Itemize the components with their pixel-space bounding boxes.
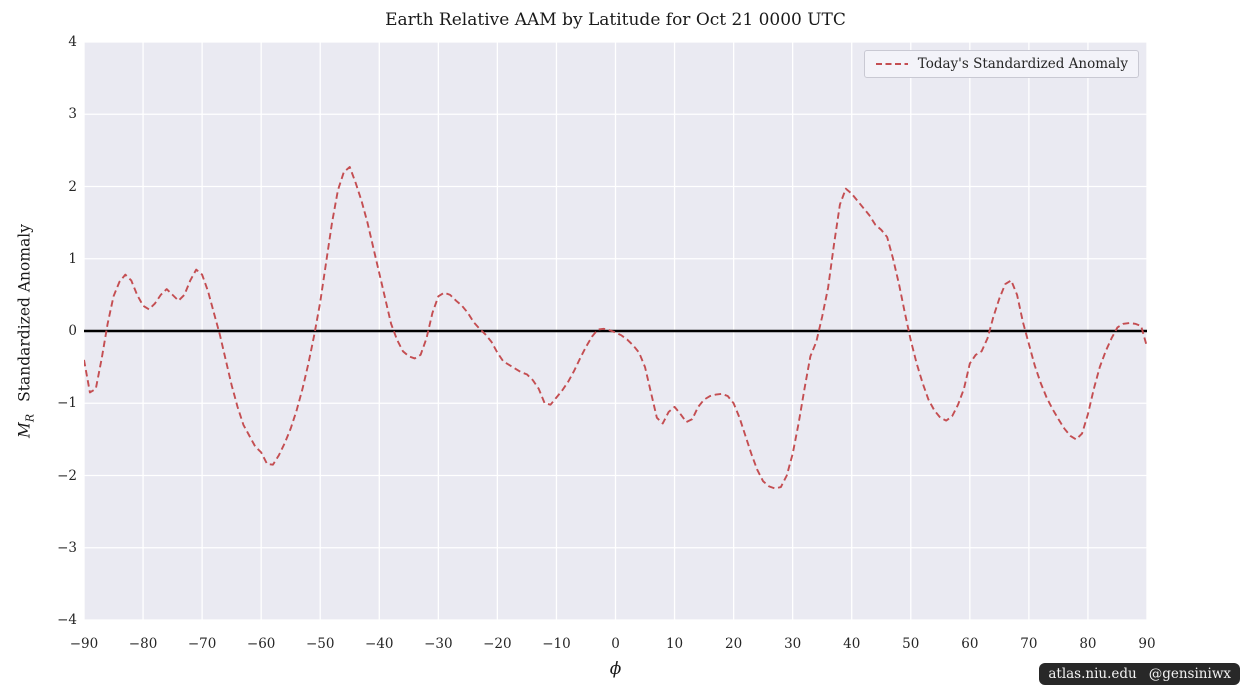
x-tick-label: −10 <box>542 636 571 652</box>
legend-dash-icon <box>875 63 908 65</box>
x-tick-label: 80 <box>1079 636 1097 652</box>
x-tick-label: −80 <box>128 636 158 652</box>
watermark-site: atlas.niu.edu <box>1048 666 1137 682</box>
x-tick-label: −40 <box>365 636 394 652</box>
y-tick-label: 4 <box>68 34 77 50</box>
y-tick-label: 3 <box>68 106 77 123</box>
legend: Today's Standardized Anomaly <box>863 50 1139 78</box>
anomaly-line <box>84 166 1147 490</box>
x-tick-label: −70 <box>187 636 217 652</box>
y-tick-label: 0 <box>68 323 77 339</box>
y-tick-label: 2 <box>68 178 77 195</box>
y-tick-label: −4 <box>57 612 77 628</box>
x-tick-label: −90 <box>69 636 99 652</box>
x-tick-label: 30 <box>784 636 802 652</box>
ylabel-text: Standardized Anomaly <box>15 223 34 402</box>
x-tick-label: 40 <box>843 636 861 652</box>
ylabel-variable: MR <box>15 413 37 439</box>
x-axis-label: ϕ <box>609 659 622 679</box>
legend-label: Today's Standardized Anomaly <box>917 56 1128 72</box>
x-tick-label: 70 <box>1020 636 1038 652</box>
x-tick-label: −50 <box>305 636 335 652</box>
watermark-badge: atlas.niu.edu @gensiniwx <box>1039 663 1240 685</box>
y-axis-label: MR Standardized Anomaly <box>15 224 36 438</box>
y-tick-label: −2 <box>57 467 77 484</box>
x-tick-label: 20 <box>725 636 743 652</box>
y-tick-label: 1 <box>68 250 77 267</box>
x-tick-label: 60 <box>961 636 979 652</box>
chart-title: Earth Relative AAM by Latitude for Oct 2… <box>385 10 846 30</box>
x-tick-label: 50 <box>902 636 920 652</box>
x-tick-label: 90 <box>1138 636 1156 652</box>
y-tick-label: −3 <box>57 539 77 556</box>
x-tick-label: 0 <box>611 636 620 652</box>
x-tick-label: 10 <box>665 636 684 652</box>
y-tick-label: −1 <box>57 395 77 412</box>
plot-svg <box>84 42 1147 620</box>
watermark-handle: @gensiniwx <box>1148 666 1231 682</box>
plot-area <box>84 42 1147 620</box>
x-tick-label: −30 <box>424 636 453 652</box>
x-tick-label: −20 <box>483 636 512 652</box>
x-tick-label: −60 <box>246 636 276 652</box>
